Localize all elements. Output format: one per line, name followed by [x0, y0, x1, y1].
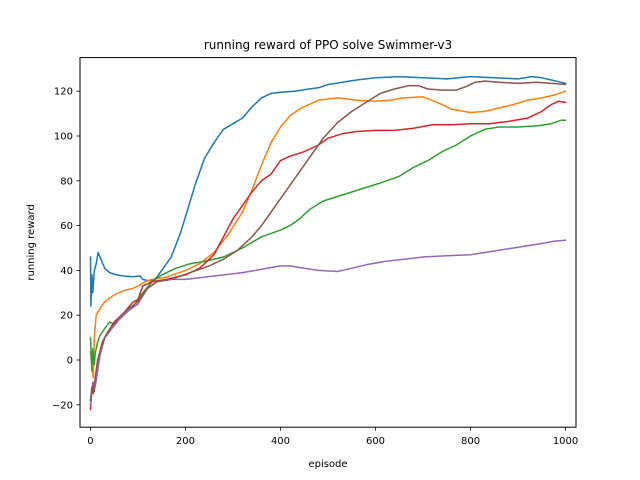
plot-series — [89, 75, 567, 411]
y-tick-label: 100 — [54, 132, 73, 143]
series-line-4 — [89, 100, 567, 411]
x-axis: 0 200 400 600 800 1000 — [87, 427, 578, 447]
series-line-6 — [89, 80, 567, 402]
y-axis-label: running reward — [26, 204, 37, 280]
y-tick-label: −20 — [52, 400, 73, 411]
series-line-1 — [89, 75, 567, 307]
x-tick-label: 800 — [461, 436, 480, 447]
x-tick-label: 1000 — [553, 436, 578, 447]
series-line-2 — [89, 90, 567, 379]
y-tick-label: 40 — [60, 266, 73, 277]
series-line-3 — [89, 119, 567, 372]
y-axis: −20 0 20 40 60 80 100 120 — [52, 87, 80, 411]
y-tick-label: 20 — [60, 311, 73, 322]
y-tick-label: 60 — [60, 221, 73, 232]
y-tick-label: 80 — [60, 176, 73, 187]
y-tick-label: 0 — [67, 356, 73, 367]
x-tick-label: 0 — [87, 436, 93, 447]
x-tick-label: 400 — [271, 436, 290, 447]
x-tick-label: 600 — [366, 436, 385, 447]
chart-title: running reward of PPO solve Swimmer-v3 — [204, 38, 452, 52]
series-line-5 — [89, 239, 567, 406]
x-tick-label: 200 — [176, 436, 195, 447]
x-axis-label: episode — [308, 459, 347, 470]
plot-frame — [79, 57, 577, 428]
y-tick-label: 120 — [54, 87, 73, 98]
